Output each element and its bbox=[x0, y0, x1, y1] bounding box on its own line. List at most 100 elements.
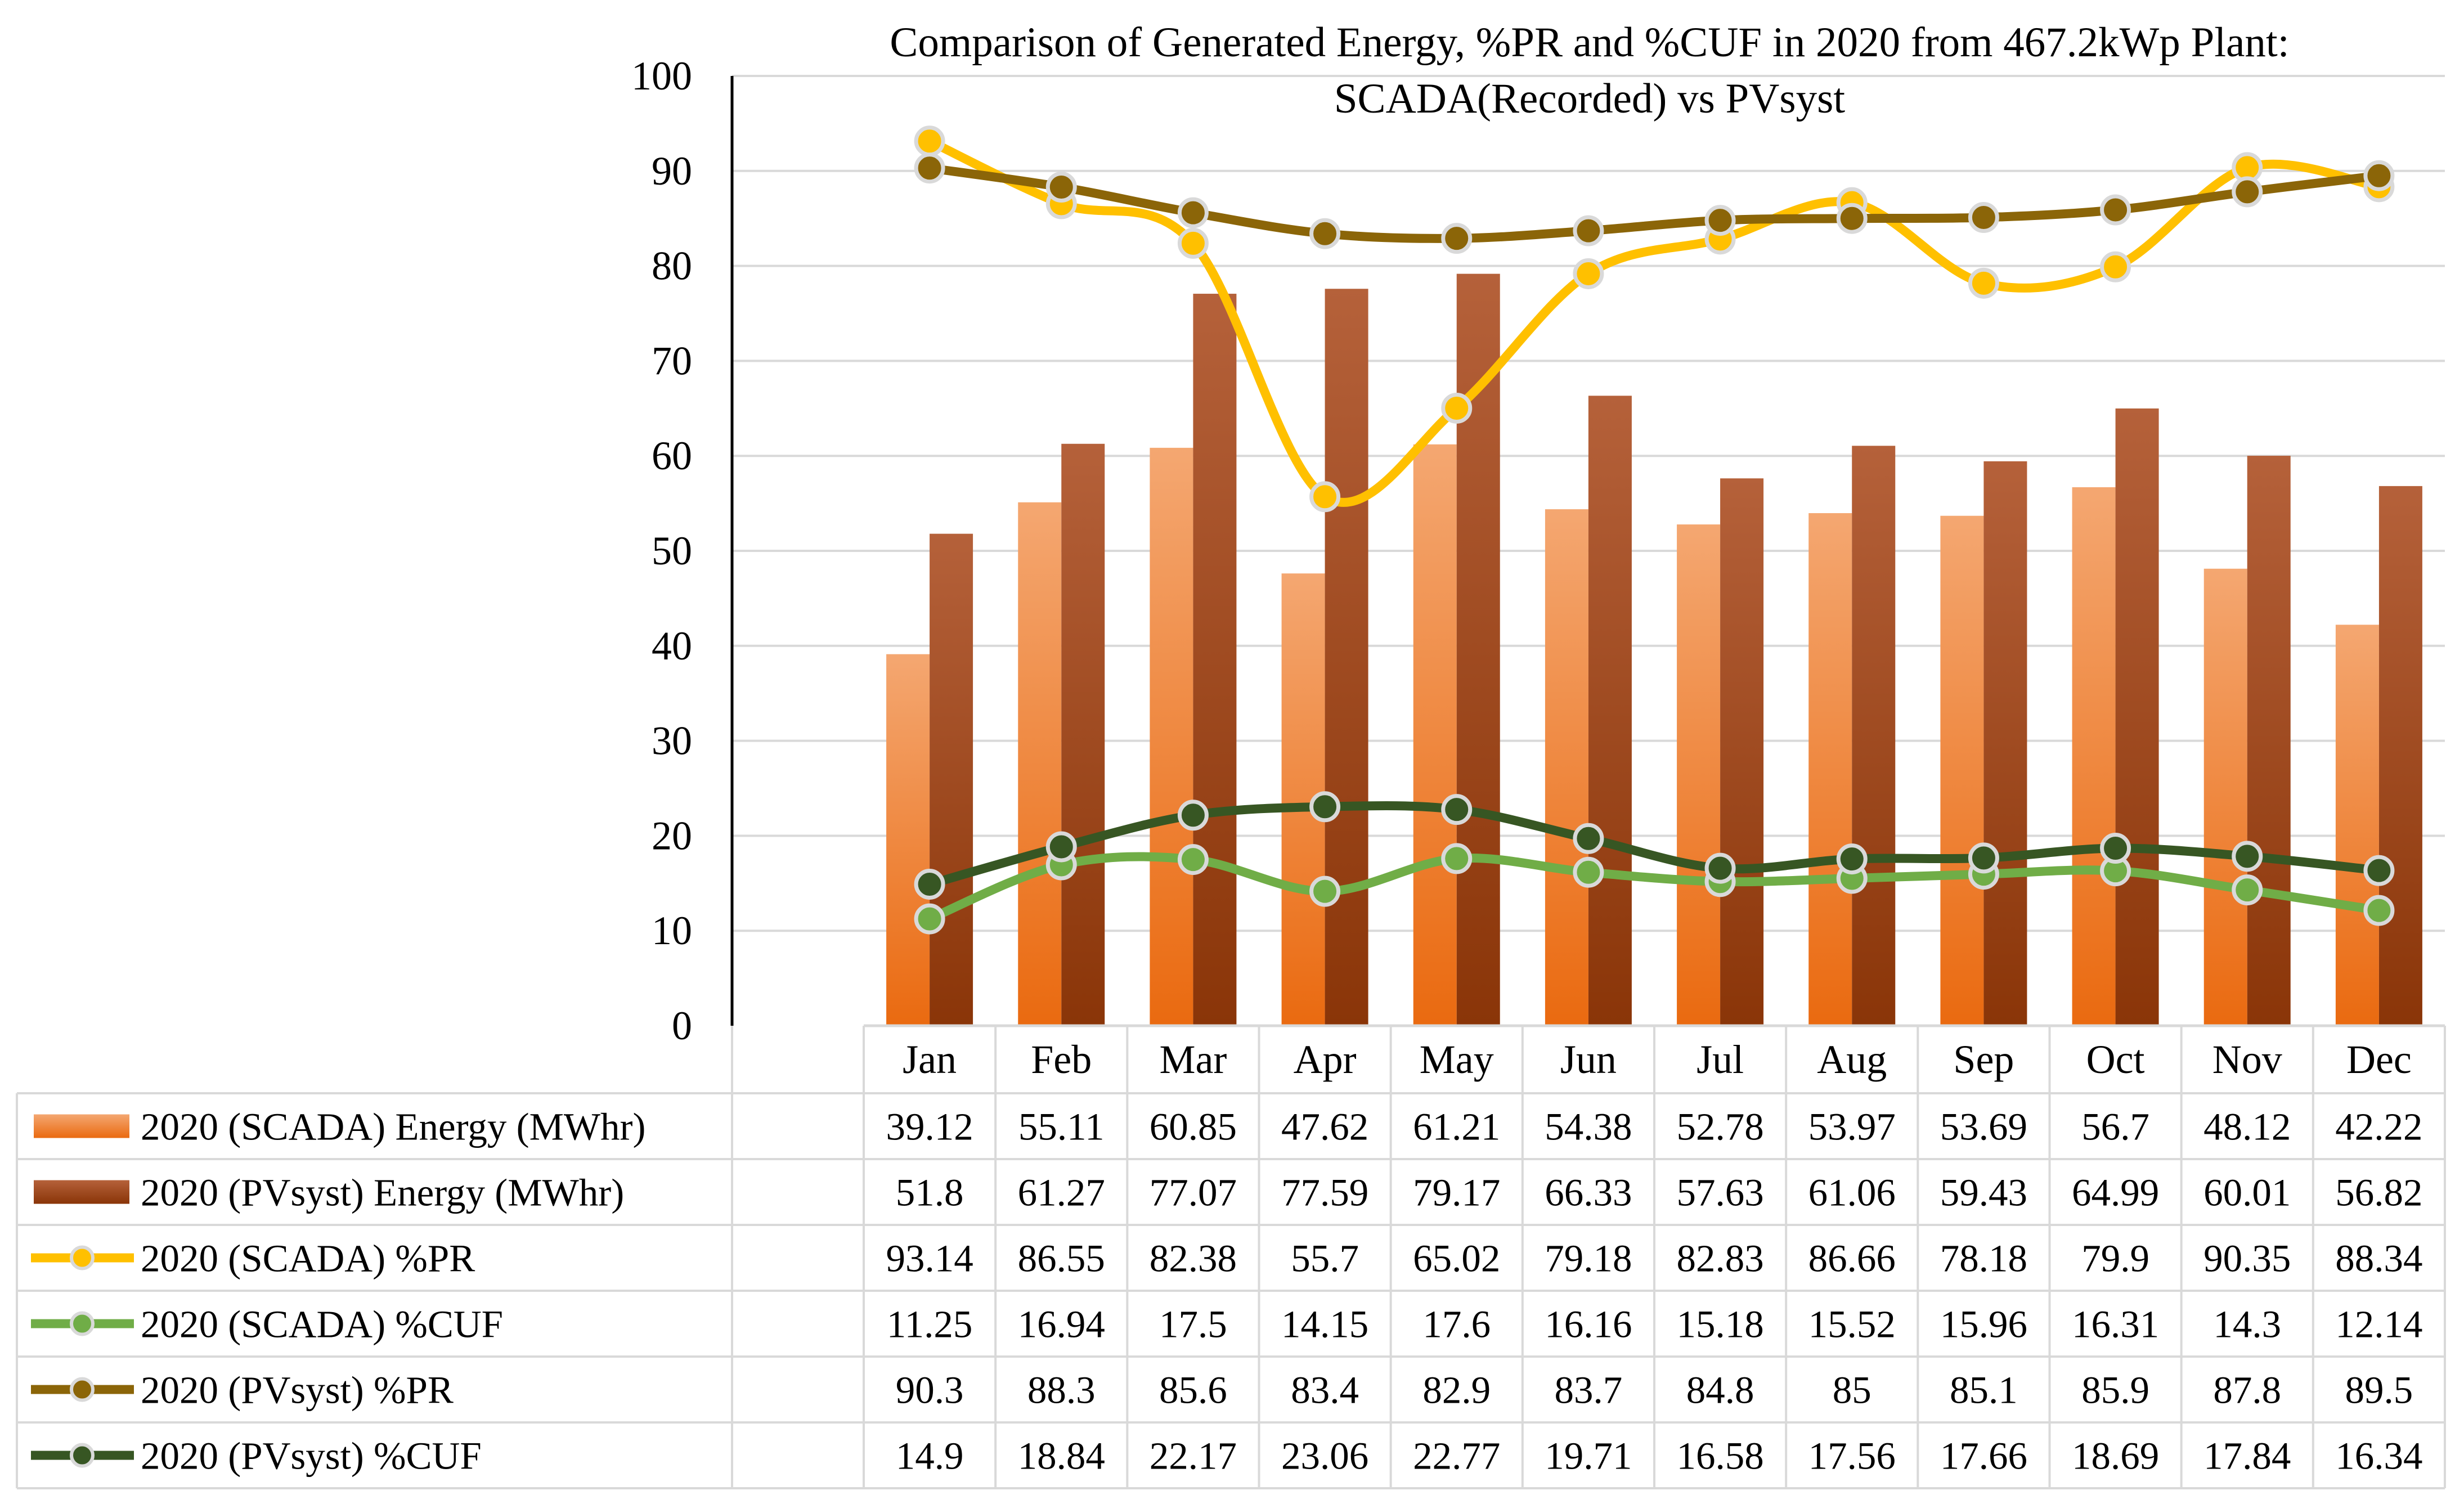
x-category-label: Nov bbox=[2212, 1037, 2282, 1082]
table-cell-value: 15.96 bbox=[1940, 1303, 2027, 1346]
line-point bbox=[914, 152, 945, 184]
line-point bbox=[1573, 258, 1604, 289]
bar bbox=[1983, 461, 2027, 1026]
table-cell-value: 17.6 bbox=[1422, 1303, 1491, 1346]
table-cell-value: 88.34 bbox=[2335, 1237, 2422, 1280]
line-point bbox=[1309, 876, 1341, 907]
table-cell-value: 17.5 bbox=[1159, 1303, 1227, 1346]
table-cell-value: 42.22 bbox=[2335, 1106, 2422, 1148]
table-cell-value: 39.12 bbox=[886, 1106, 973, 1148]
table-cell-value: 60.85 bbox=[1150, 1106, 1237, 1148]
line-point bbox=[1045, 171, 1077, 203]
series-line bbox=[925, 801, 2384, 889]
table-cell-value: 77.07 bbox=[1150, 1171, 1237, 1214]
y-tick-label: 70 bbox=[652, 338, 692, 383]
table-cell-value: 16.58 bbox=[1676, 1435, 1763, 1478]
table-cell-value: 17.56 bbox=[1808, 1435, 1896, 1478]
y-tick-label: 30 bbox=[652, 719, 692, 764]
table-cell-value: 61.06 bbox=[1808, 1171, 1896, 1214]
x-category-label: Sep bbox=[1953, 1037, 2014, 1082]
table-cell-value: 59.43 bbox=[1940, 1171, 2027, 1214]
table-cell-value: 77.59 bbox=[1281, 1171, 1368, 1214]
table-cell-value: 86.55 bbox=[1018, 1237, 1105, 1280]
bar bbox=[2203, 568, 2247, 1026]
legend-key-marker bbox=[70, 1377, 95, 1402]
table-cell-value: 82.9 bbox=[1422, 1369, 1491, 1412]
x-category-label: May bbox=[1420, 1037, 1494, 1082]
bar bbox=[1150, 447, 1193, 1026]
table-cell-value: 22.77 bbox=[1413, 1435, 1500, 1478]
line-point bbox=[1309, 791, 1341, 823]
legend-key-marker bbox=[70, 1311, 95, 1336]
bar bbox=[1677, 524, 1721, 1026]
legend-label: 2020 (SCADA) %CUF bbox=[141, 1303, 503, 1346]
table-cell-value: 79.18 bbox=[1545, 1237, 1632, 1280]
table-cell-value: 64.99 bbox=[2072, 1171, 2159, 1214]
line-point bbox=[1573, 823, 1604, 854]
legend-key bbox=[34, 1180, 129, 1204]
table-cell-value: 88.3 bbox=[1027, 1369, 1096, 1412]
line-point bbox=[1309, 218, 1341, 249]
bar bbox=[2072, 487, 2116, 1026]
line-point bbox=[1704, 205, 1736, 236]
line-point bbox=[1968, 842, 1999, 874]
line-point bbox=[1045, 831, 1077, 863]
bar bbox=[1018, 502, 1062, 1026]
bar bbox=[1852, 446, 1896, 1026]
legend-label: 2020 (PVsyst) %PR bbox=[141, 1369, 454, 1412]
table-cell-value: 52.78 bbox=[1676, 1106, 1763, 1148]
bar bbox=[1808, 513, 1852, 1026]
table-cell-value: 55.11 bbox=[1018, 1106, 1105, 1148]
table-cell-value: 90.3 bbox=[896, 1369, 964, 1412]
line-point bbox=[1573, 856, 1604, 888]
table-cell-value: 23.06 bbox=[1281, 1435, 1368, 1478]
table-cell-value: 51.8 bbox=[896, 1171, 964, 1214]
y-tick-label: 100 bbox=[631, 53, 692, 98]
bar bbox=[2378, 486, 2422, 1026]
line-point bbox=[2100, 251, 2131, 282]
series-line bbox=[925, 136, 2384, 507]
bar bbox=[930, 533, 973, 1026]
line-point bbox=[1177, 844, 1209, 876]
line-point bbox=[1441, 223, 1473, 254]
x-category-label: Feb bbox=[1031, 1037, 1092, 1082]
bar bbox=[1193, 294, 1237, 1026]
table-cell-value: 87.8 bbox=[2213, 1369, 2281, 1412]
table-cell-value: 53.69 bbox=[1940, 1106, 2027, 1148]
legend-key-marker bbox=[70, 1245, 95, 1270]
line-point bbox=[1177, 800, 1209, 831]
x-category-label: Jan bbox=[903, 1037, 957, 1082]
table-cell-value: 60.01 bbox=[2203, 1171, 2291, 1214]
table-cell-value: 79.17 bbox=[1413, 1171, 1500, 1214]
y-tick-label: 40 bbox=[652, 623, 692, 668]
table-cell-value: 90.35 bbox=[2203, 1237, 2291, 1280]
legend-key-marker bbox=[70, 1443, 95, 1468]
table-cell-value: 85 bbox=[1833, 1369, 1871, 1412]
line-point bbox=[1836, 203, 1868, 234]
y-tick-label: 80 bbox=[652, 244, 692, 289]
x-category-label: Aug bbox=[1817, 1037, 1887, 1082]
legend-label: 2020 (SCADA) Energy (MWhr) bbox=[141, 1106, 646, 1148]
legend-key bbox=[34, 1114, 129, 1138]
line-point bbox=[1704, 852, 1736, 884]
bar bbox=[1720, 478, 1764, 1026]
x-category-label: Oct bbox=[2086, 1037, 2145, 1082]
line-point bbox=[1441, 794, 1473, 825]
series-line bbox=[925, 163, 2384, 243]
table-cell-value: 85.1 bbox=[1950, 1369, 2018, 1412]
line-point bbox=[1968, 267, 1999, 299]
table-cell-value: 11.25 bbox=[887, 1303, 973, 1346]
chart-title: Comparison of Generated Energy, %PR and … bbox=[890, 19, 2289, 66]
table-cell-value: 57.63 bbox=[1676, 1171, 1763, 1214]
line-point bbox=[2232, 841, 2263, 872]
table-cell-value: 84.8 bbox=[1686, 1369, 1754, 1412]
line-point bbox=[2363, 895, 2395, 926]
table-cell-value: 82.83 bbox=[1676, 1237, 1763, 1280]
table-cell-value: 82.38 bbox=[1150, 1237, 1237, 1280]
table-cell-value: 18.84 bbox=[1018, 1435, 1105, 1478]
table-cell-value: 19.71 bbox=[1545, 1435, 1632, 1478]
legend-label: 2020 (PVsyst) %CUF bbox=[141, 1435, 482, 1478]
table-cell-value: 16.34 bbox=[2335, 1435, 2422, 1478]
line-point bbox=[1177, 227, 1209, 259]
line-point bbox=[2363, 855, 2395, 886]
